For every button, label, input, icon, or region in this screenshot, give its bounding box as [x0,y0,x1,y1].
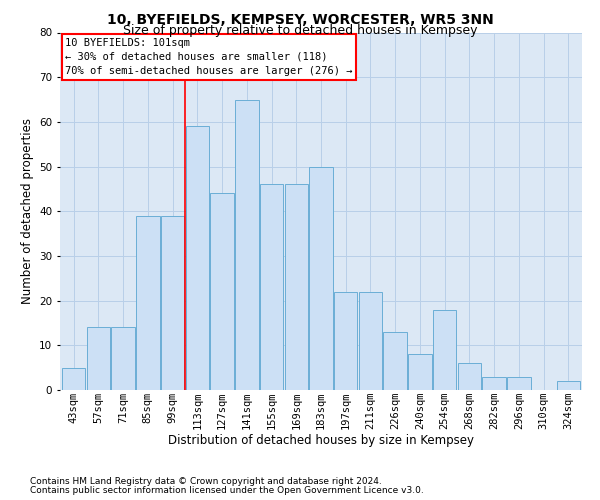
Bar [260,184,283,390]
Bar [62,368,85,390]
X-axis label: Distribution of detached houses by size in Kempsey: Distribution of detached houses by size … [168,434,474,448]
Text: 10, BYEFIELDS, KEMPSEY, WORCESTER, WR5 3NN: 10, BYEFIELDS, KEMPSEY, WORCESTER, WR5 3… [107,12,493,26]
Bar [359,292,382,390]
Bar [458,363,481,390]
Bar [309,166,333,390]
Bar [557,381,580,390]
Bar [136,216,160,390]
Text: 10 BYEFIELDS: 101sqm
← 30% of detached houses are smaller (118)
70% of semi-deta: 10 BYEFIELDS: 101sqm ← 30% of detached h… [65,38,353,76]
Bar [507,376,530,390]
Bar [210,194,234,390]
Text: Size of property relative to detached houses in Kempsey: Size of property relative to detached ho… [123,24,477,37]
Bar [235,100,259,390]
Y-axis label: Number of detached properties: Number of detached properties [20,118,34,304]
Bar [408,354,432,390]
Bar [185,126,209,390]
Bar [334,292,358,390]
Bar [112,328,135,390]
Bar [482,376,506,390]
Text: Contains public sector information licensed under the Open Government Licence v3: Contains public sector information licen… [30,486,424,495]
Text: Contains HM Land Registry data © Crown copyright and database right 2024.: Contains HM Land Registry data © Crown c… [30,477,382,486]
Bar [284,184,308,390]
Bar [86,328,110,390]
Bar [383,332,407,390]
Bar [433,310,457,390]
Bar [161,216,184,390]
